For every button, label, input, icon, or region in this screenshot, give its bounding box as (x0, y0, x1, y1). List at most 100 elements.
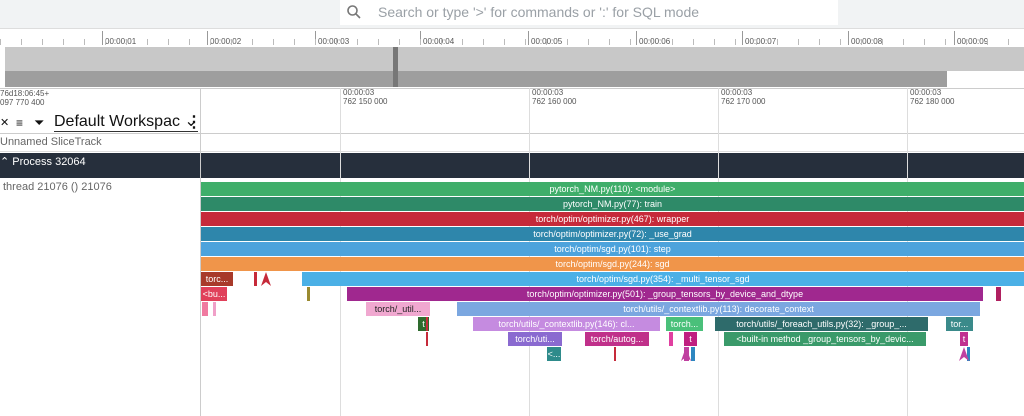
slice[interactable]: torch/optim/sgd.py(244): sgd (201, 257, 1024, 271)
minor-tick (210, 39, 211, 45)
slice[interactable]: torch/uti... (508, 332, 562, 346)
slice[interactable]: t (960, 332, 968, 346)
slice[interactable]: torch/optim/sgd.py(101): step (201, 242, 1024, 256)
overview-window[interactable] (393, 47, 398, 87)
minor-tick (273, 39, 274, 45)
overview-band (5, 47, 1024, 71)
overview-tick-label: 00:00:07 (745, 37, 777, 46)
time-tick-label: 00:00:03 (532, 88, 564, 97)
slice[interactable] (614, 347, 616, 361)
instant-marker[interactable] (681, 347, 691, 361)
minor-tick (588, 39, 589, 45)
slice[interactable] (426, 317, 428, 331)
time-tick-label: 762 150 000 (343, 97, 388, 106)
thread-name: thread 21076 () 21076 (3, 181, 112, 193)
overview-tick (102, 31, 103, 45)
minor-tick (504, 39, 505, 45)
minor-tick (903, 39, 904, 45)
slice[interactable]: torch/optim/sgd.py(354): _multi_tensor_s… (302, 272, 1024, 286)
instant-marker[interactable] (261, 272, 271, 286)
search-box[interactable]: Search or type '>' for commands or ':' f… (340, 0, 838, 25)
slice[interactable]: <built-in method _group_tensors_by_devic… (724, 332, 926, 346)
time-tick-label: 00:00:03 (910, 88, 942, 97)
slice[interactable]: torch... (666, 317, 703, 331)
overview-tick (954, 31, 955, 45)
overview-tick (636, 31, 637, 45)
slice[interactable]: torc... (201, 272, 233, 286)
minor-tick (840, 39, 841, 45)
track-name: Unnamed SliceTrack (0, 136, 102, 148)
marker-shape (681, 347, 691, 361)
slice[interactable]: <... (547, 347, 561, 361)
slice[interactable]: torch/utils/_contextlib.py(146): cl... (473, 317, 660, 331)
slice[interactable] (967, 347, 970, 361)
slice[interactable]: torch/optim/optimizer.py(72): _use_grad (201, 227, 1024, 241)
minor-tick (546, 39, 547, 45)
minor-tick (294, 39, 295, 45)
slice[interactable]: torch/utils/_contextlib.py(113): decorat… (457, 302, 980, 316)
process-track[interactable]: ⌃ Process 32064 (0, 153, 1024, 178)
slice[interactable]: torch/_util... (366, 302, 430, 316)
slice[interactable]: t (684, 332, 697, 346)
time-tick-label: 00:00:03 (721, 88, 753, 97)
minor-tick (420, 39, 421, 45)
slice[interactable]: tor... (946, 317, 973, 331)
overview-tick (420, 31, 421, 45)
overview-tick-label: 00:00:06 (639, 37, 671, 46)
slice[interactable]: torch/optim/optimizer.py(501): _group_te… (347, 287, 983, 301)
minor-tick (441, 39, 442, 45)
collapse-icon[interactable]: ✕ (0, 117, 10, 129)
instant-marker[interactable] (959, 347, 969, 361)
minor-tick (168, 39, 169, 45)
overview-tick (528, 31, 529, 45)
minor-tick (378, 39, 379, 45)
minor-tick (966, 39, 967, 45)
workspace-select[interactable]: Default Workspac ⌄ (54, 113, 198, 132)
marker-shape (261, 272, 271, 286)
time-offset: 76d18:06:45+ (0, 89, 50, 98)
slice[interactable]: t (418, 317, 429, 331)
overview-tick-label: 00:00:03 (318, 37, 350, 46)
minor-tick (252, 39, 253, 45)
slice[interactable] (691, 347, 695, 361)
menu-icon[interactable]: ⋮ (186, 114, 202, 131)
slice[interactable]: pytorch_NM.py(110): <module> (201, 182, 1024, 196)
overview-tick (742, 31, 743, 45)
slice[interactable] (307, 287, 310, 301)
list-icon[interactable]: ≡ (16, 116, 24, 130)
slice[interactable]: torch/optim/optimizer.py(467): wrapper (201, 212, 1024, 226)
minor-tick (798, 39, 799, 45)
filter-icon[interactable]: ⏷ (34, 115, 45, 130)
marker-shape (959, 347, 969, 361)
time-tick-label: 762 160 000 (532, 97, 577, 106)
minor-tick (1008, 39, 1009, 45)
overview-tick-label: 00:00:01 (105, 37, 137, 46)
minor-tick (525, 39, 526, 45)
divider (200, 88, 201, 416)
slice[interactable] (202, 302, 208, 316)
overview-tick (207, 31, 208, 45)
minor-tick (567, 39, 568, 45)
workspace-bar: ✕ ≡ ⏷ Default Workspac ⌄ ⋮ (0, 112, 202, 134)
minor-tick (483, 39, 484, 45)
overview-band (5, 71, 947, 87)
slice-track: Unnamed SliceTrack (0, 134, 1024, 152)
time-header: 76d18:06:45+ 097 770 400 (0, 88, 1024, 134)
minor-tick (945, 39, 946, 45)
process-name: Process 32064 (12, 156, 86, 168)
slice[interactable]: pytorch_NM.py(77): train (201, 197, 1024, 211)
slice[interactable] (669, 332, 673, 346)
minor-tick (42, 39, 43, 45)
slice[interactable] (996, 287, 1001, 301)
overview-tick-label: 00:00:04 (423, 37, 455, 46)
slice[interactable]: torch/utils/_foreach_utils.py(32): _grou… (715, 317, 928, 331)
slice[interactable]: torch/autog... (585, 332, 649, 346)
time-offset: 097 770 400 (0, 98, 45, 107)
slice[interactable] (426, 332, 428, 346)
overview: 00:00:0100:00:0200:00:0300:00:0400:00:05… (0, 28, 1024, 88)
minor-tick (315, 39, 316, 45)
slice[interactable] (213, 302, 216, 316)
slice[interactable] (254, 272, 257, 286)
slice[interactable]: <bu... (201, 287, 227, 301)
